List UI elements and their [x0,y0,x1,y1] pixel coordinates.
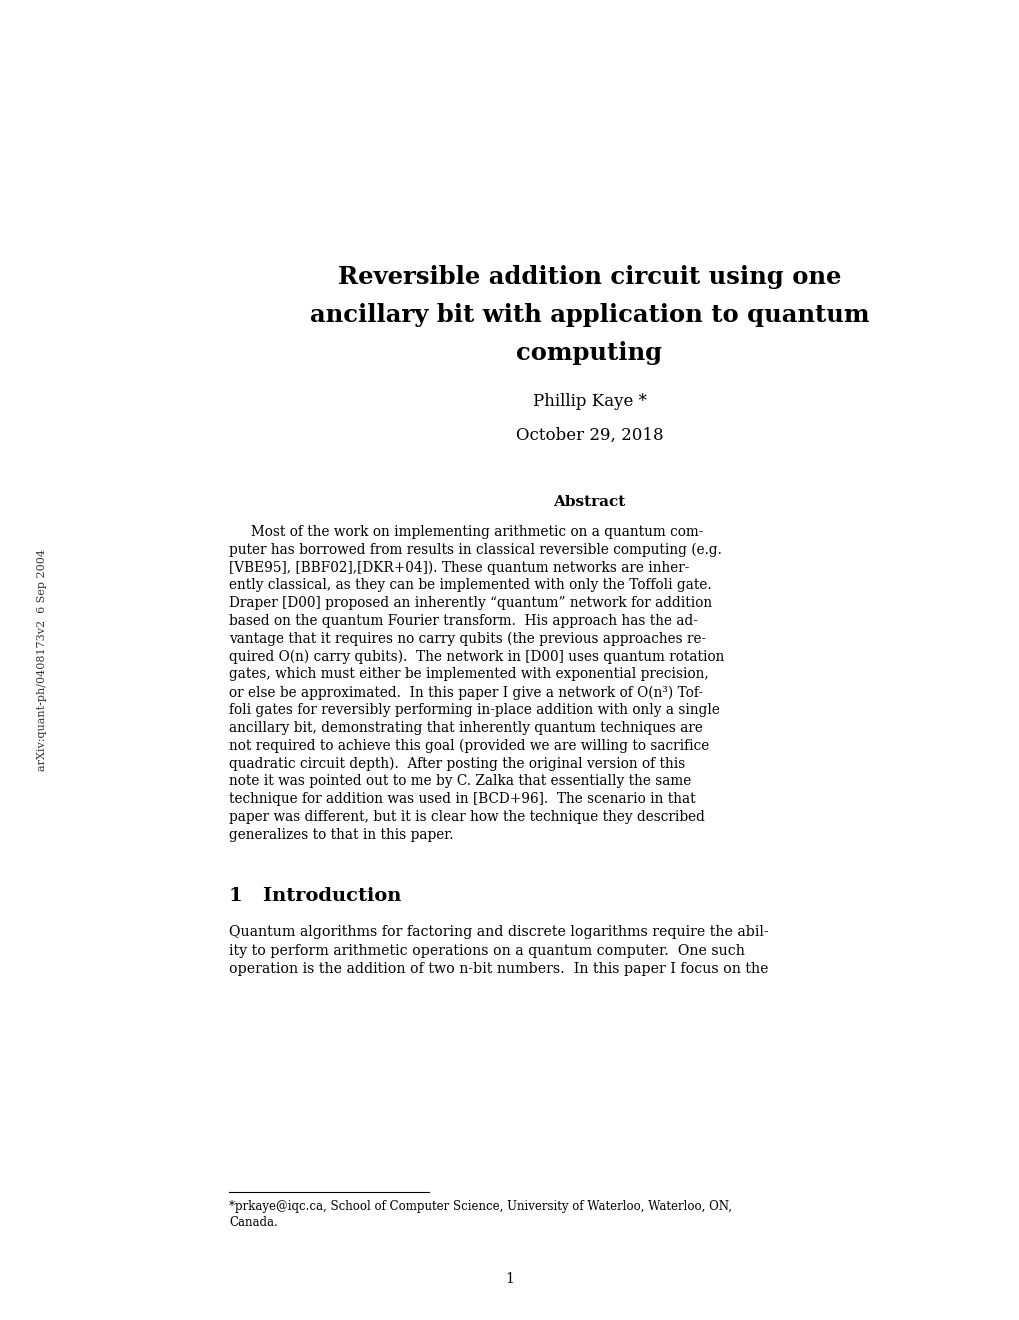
Text: Canada.: Canada. [229,1217,277,1229]
Text: foli gates for reversibly performing in-place addition with only a single: foli gates for reversibly performing in-… [229,704,719,717]
Text: ity to perform arithmetic operations on a quantum computer.  One such: ity to perform arithmetic operations on … [229,944,744,958]
Text: 1: 1 [505,1272,514,1286]
Text: ancillary bit, demonstrating that inherently quantum techniques are: ancillary bit, demonstrating that inhere… [229,721,702,735]
Text: puter has borrowed from results in classical reversible computing (e.g.: puter has borrowed from results in class… [229,543,721,557]
Text: quired O(n) carry qubits).  The network in [D00] uses quantum rotation: quired O(n) carry qubits). The network i… [229,649,723,664]
Text: Reversible addition circuit using one: Reversible addition circuit using one [337,265,841,289]
Text: arXiv:quant-ph/0408173v2  6 Sep 2004: arXiv:quant-ph/0408173v2 6 Sep 2004 [37,549,47,771]
Text: technique for addition was used in [BCD+96].  The scenario in that: technique for addition was used in [BCD+… [229,792,695,807]
Text: *prkaye@iqc.ca, School of Computer Science, University of Waterloo, Waterloo, ON: *prkaye@iqc.ca, School of Computer Scien… [229,1200,732,1213]
Text: operation is the addition of two n-bit numbers.  In this paper I focus on the: operation is the addition of two n-bit n… [229,962,767,977]
Text: 1   Introduction: 1 Introduction [229,887,401,906]
Text: Quantum algorithms for factoring and discrete logarithms require the abil-: Quantum algorithms for factoring and dis… [229,925,768,940]
Text: generalizes to that in this paper.: generalizes to that in this paper. [229,828,453,842]
Text: paper was different, but it is clear how the technique they described: paper was different, but it is clear how… [229,809,704,824]
Text: vantage that it requires no carry qubits (the previous approaches re-: vantage that it requires no carry qubits… [229,632,705,647]
Text: quadratic circuit depth).  After posting the original version of this: quadratic circuit depth). After posting … [229,756,685,771]
Text: Most of the work on implementing arithmetic on a quantum com-: Most of the work on implementing arithme… [229,525,703,539]
Text: not required to achieve this goal (provided we are willing to sacrifice: not required to achieve this goal (provi… [229,739,708,752]
Text: computing: computing [516,341,662,366]
Text: based on the quantum Fourier transform.  His approach has the ad-: based on the quantum Fourier transform. … [229,614,697,628]
Text: note it was pointed out to me by C. Zalka that essentially the same: note it was pointed out to me by C. Zalk… [229,775,691,788]
Text: Phillip Kaye *: Phillip Kaye * [532,393,646,411]
Text: ancillary bit with application to quantum: ancillary bit with application to quantu… [310,304,868,327]
Text: ently classical, as they can be implemented with only the Toffoli gate.: ently classical, as they can be implemen… [229,578,711,593]
Text: October 29, 2018: October 29, 2018 [516,426,662,444]
Text: Abstract: Abstract [553,495,625,510]
Text: [VBE95], [BBF02],[DKR+04]). These quantum networks are inher-: [VBE95], [BBF02],[DKR+04]). These quantu… [229,561,689,576]
Text: gates, which must either be implemented with exponential precision,: gates, which must either be implemented … [229,668,708,681]
Text: or else be approximated.  In this paper I give a network of O(n³) Tof-: or else be approximated. In this paper I… [229,685,702,700]
Text: Draper [D00] proposed an inherently “quantum” network for addition: Draper [D00] proposed an inherently “qua… [229,597,711,610]
